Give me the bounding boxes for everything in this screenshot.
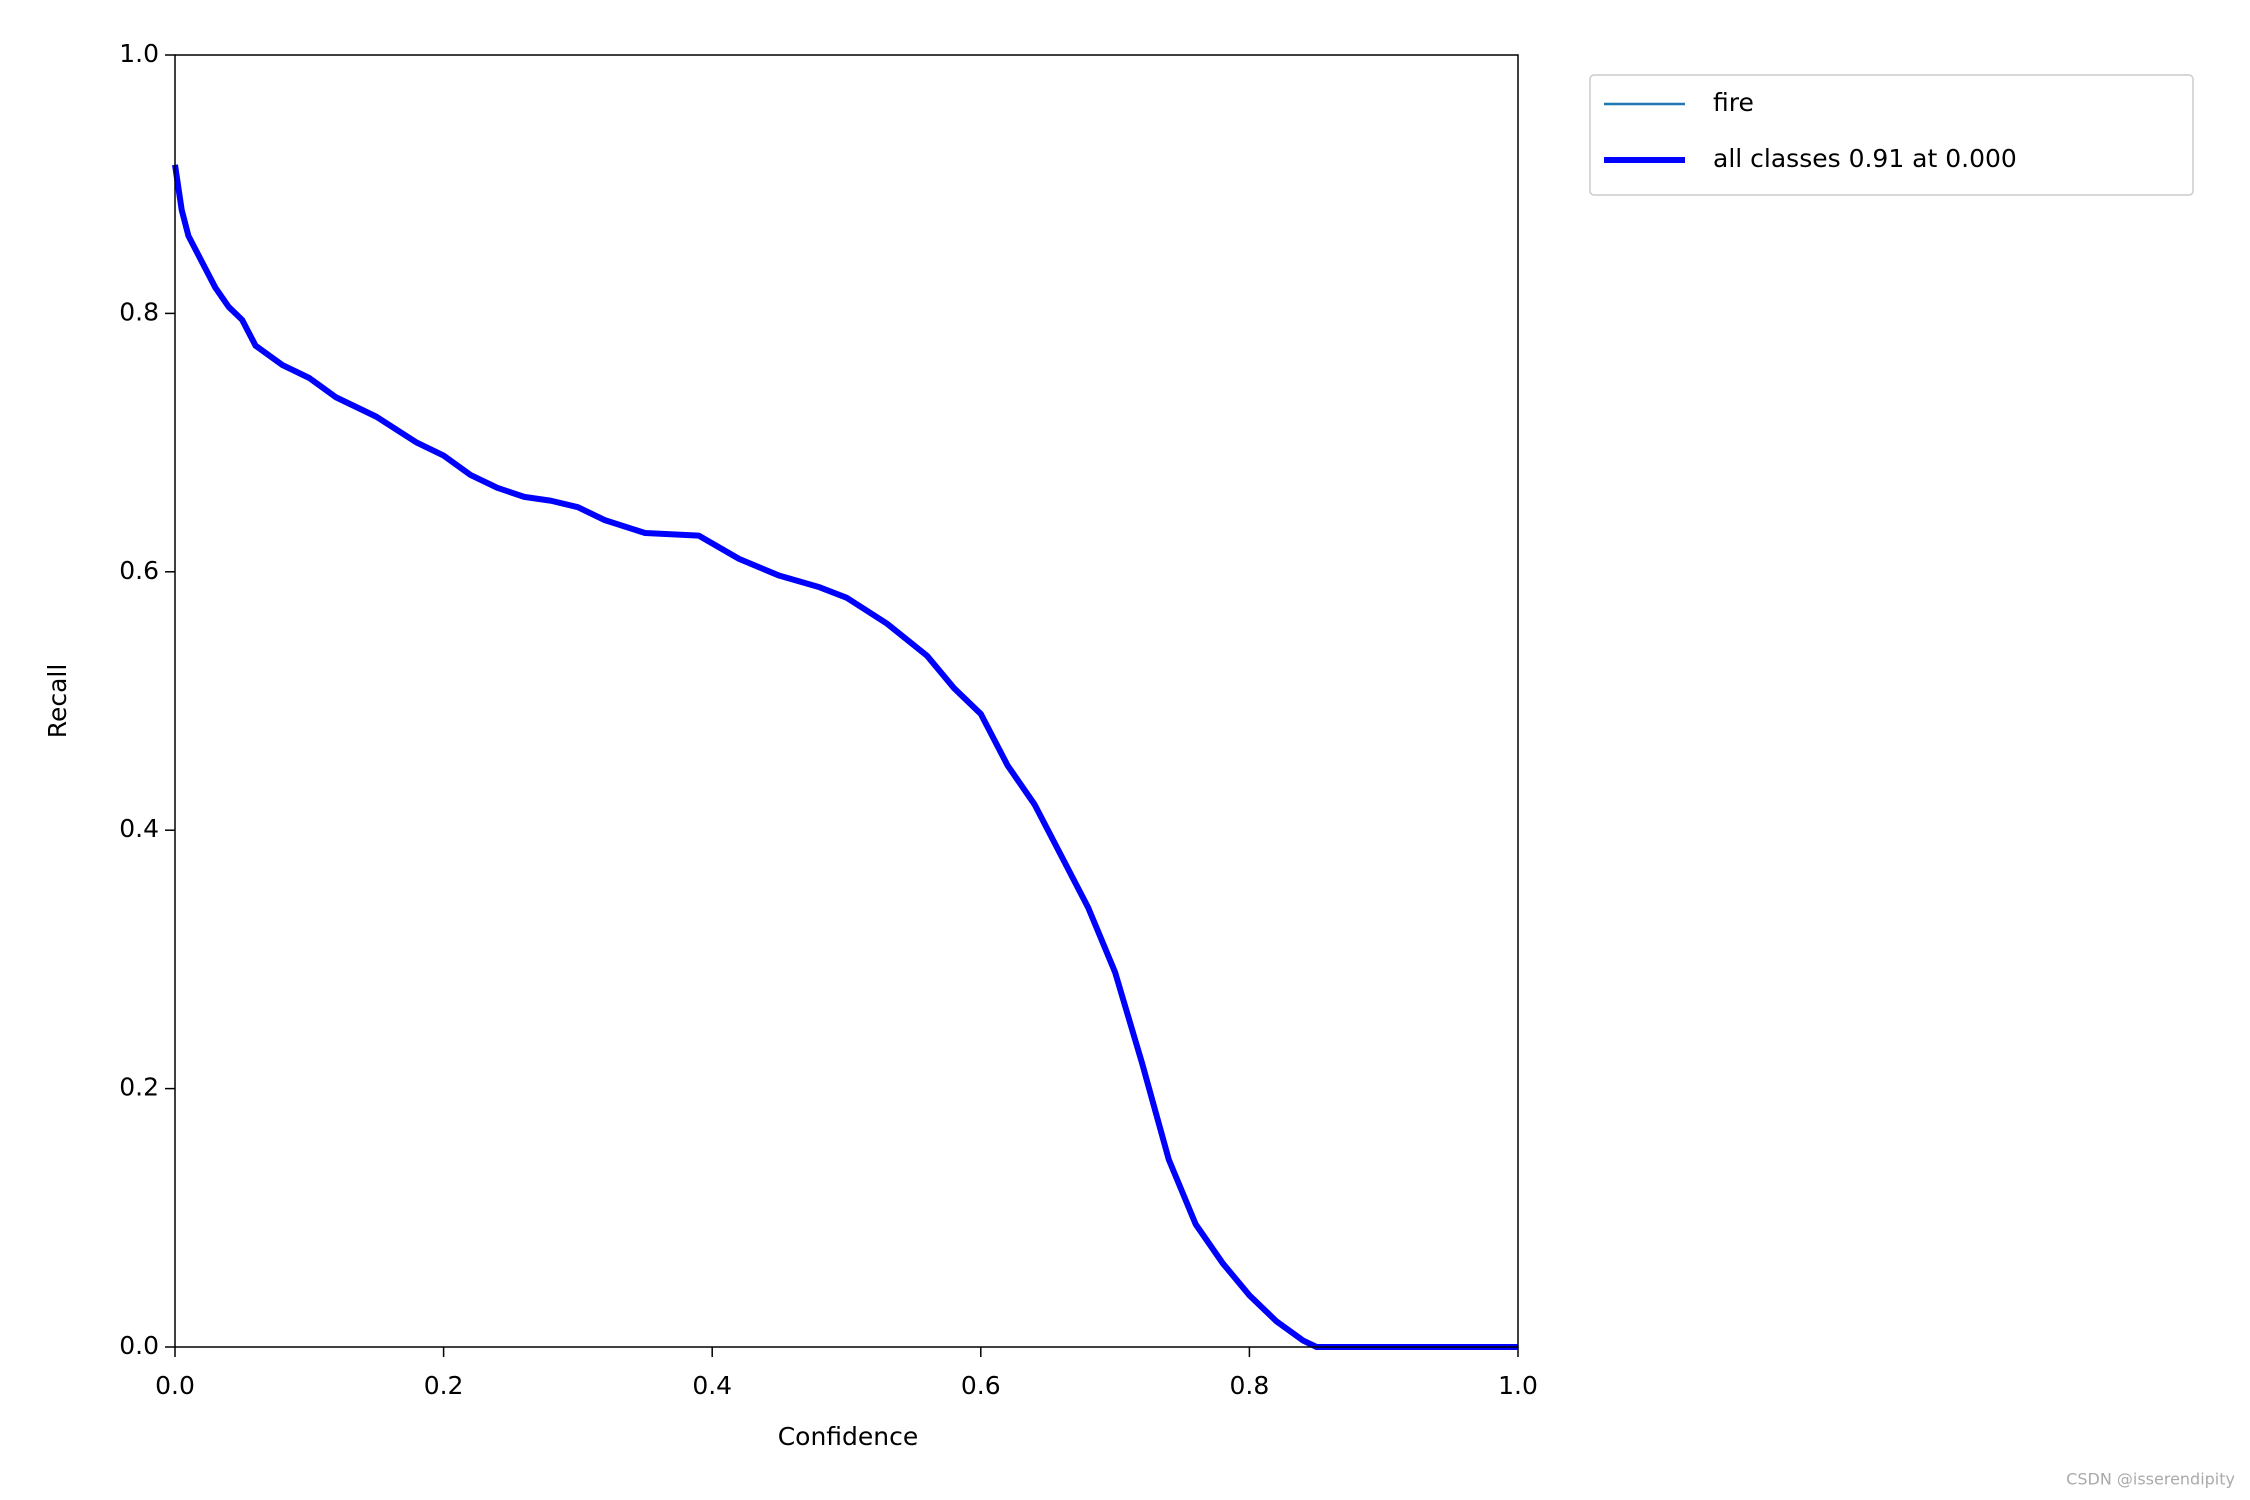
y-tick-label: 0.6 [119, 556, 159, 585]
watermark: CSDN @isserendipity [2066, 1470, 2235, 1489]
y-tick-label: 1.0 [119, 39, 159, 68]
x-tick-label: 0.8 [1230, 1371, 1270, 1400]
y-tick-label: 0.0 [119, 1331, 159, 1360]
x-tick-label: 1.0 [1498, 1371, 1538, 1400]
legend-box [1589, 74, 2194, 196]
series-line [172, 164, 1518, 1350]
x-tick-label: 0.2 [424, 1371, 464, 1400]
y-axis-label: Recall [43, 664, 72, 739]
legend-label: fire [1713, 88, 1754, 117]
y-tick-label: 0.8 [119, 297, 159, 326]
x-axis-label: Confidence [778, 1422, 919, 1451]
y-tick-label: 0.2 [119, 1073, 159, 1102]
plot-frame [174, 54, 1519, 1348]
x-tick-label: 0.4 [692, 1371, 732, 1400]
y-tick-label: 0.4 [119, 814, 159, 843]
x-tick-label: 0.6 [961, 1371, 1001, 1400]
legend-label: all classes 0.91 at 0.000 [1713, 144, 2017, 173]
series-line [173, 164, 1518, 1349]
x-tick-label: 0.0 [155, 1371, 195, 1400]
